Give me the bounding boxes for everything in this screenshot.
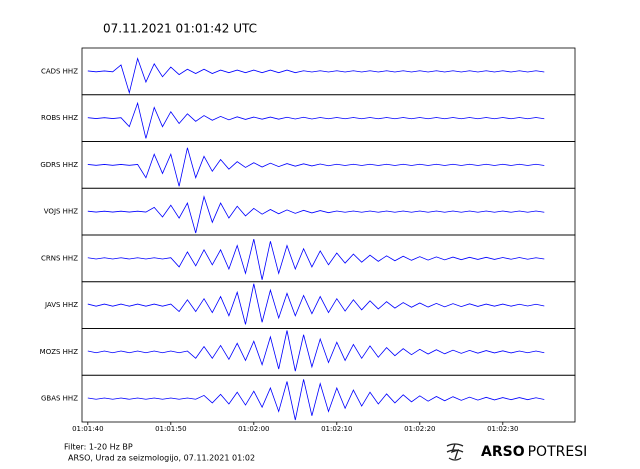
filter-note: Filter: 1-20 Hz BP (64, 443, 133, 452)
x-tick-label: 01:02:30 (487, 425, 518, 433)
waveform (87, 147, 545, 187)
trace-panel (81, 374, 576, 423)
trace-label: GDRS HHZ (40, 161, 78, 169)
trace-label: VOJS HHZ (44, 208, 78, 216)
trace-label: CRNS HHZ (41, 254, 78, 262)
credit-note: ARSO, Urad za seizmologijo, 07.11.2021 0… (68, 454, 255, 463)
x-tick-label: 01:02:20 (404, 425, 435, 433)
x-tick-label: 01:02:00 (238, 425, 269, 433)
trace-label: MOZS HHZ (40, 348, 79, 356)
chart-title: 07.11.2021 01:01:42 UTC (103, 22, 257, 36)
waveform (87, 195, 545, 234)
waveform (87, 330, 545, 372)
logo-text: ARSO POTRESI (481, 444, 587, 460)
waveform (87, 57, 545, 95)
waveform (87, 239, 545, 280)
trace-label: GBAS HHZ (41, 395, 78, 403)
trace-label: ROBS HHZ (41, 114, 78, 122)
logo-icon (446, 443, 464, 461)
x-tick-label: 01:02:10 (321, 425, 352, 433)
waveform (87, 283, 545, 325)
waveform (87, 379, 545, 421)
logo-bold: ARSO (481, 444, 525, 460)
trace-panel (81, 328, 576, 376)
trace-label: JAVS HHZ (44, 301, 78, 309)
trace-label: CADS HHZ (41, 67, 78, 75)
waveform (87, 101, 545, 139)
x-tick-label: 01:01:50 (155, 425, 186, 433)
logo-light: POTRESI (528, 444, 588, 460)
x-tick-label: 01:01:40 (72, 425, 103, 433)
trace-panel (81, 281, 576, 329)
